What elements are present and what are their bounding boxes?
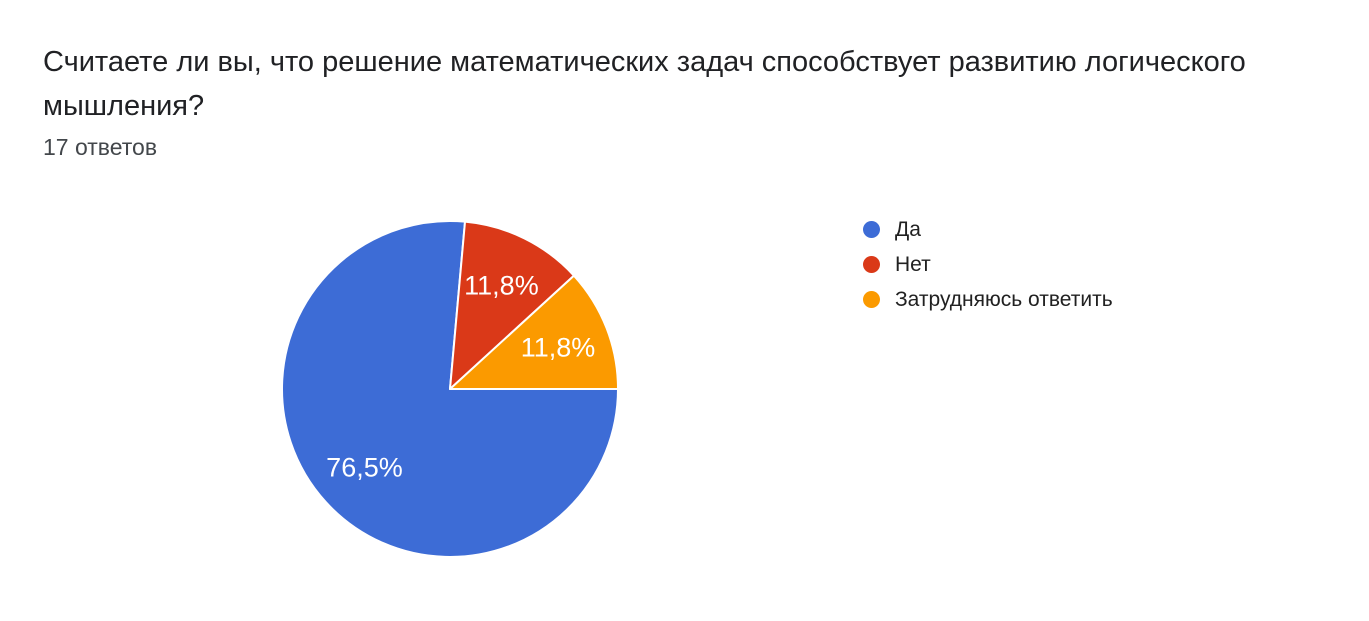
question-title-line-1: Считаете ли вы, что решение математическ… bbox=[43, 46, 1246, 78]
legend-swatch-icon bbox=[863, 291, 880, 308]
response-count: 17 ответов bbox=[43, 134, 158, 160]
legend-item-label: Нет bbox=[895, 252, 931, 276]
pie-chart: 76,5% 11,8% 11,8% bbox=[281, 220, 619, 558]
legend-item: Затрудняюсь ответить bbox=[863, 282, 1113, 317]
pie-slice-3[interactable] bbox=[449, 274, 619, 390]
legend-swatch-icon bbox=[863, 256, 880, 273]
pie-slice-label: 76,5% bbox=[326, 453, 403, 483]
pie-slice-label: 11,8% bbox=[521, 333, 596, 363]
legend: Да Нет Затрудняюсь ответить bbox=[863, 212, 1113, 317]
question-title-line-2: мышления? bbox=[43, 90, 205, 122]
legend-item-label: Да bbox=[895, 217, 921, 241]
pie-slice-2[interactable] bbox=[449, 220, 575, 390]
legend-item: Нет bbox=[863, 247, 1113, 282]
legend-item-label: Затрудняюсь ответить bbox=[895, 287, 1113, 311]
question-title: Считаете ли вы, что решение математическ… bbox=[43, 40, 1246, 128]
legend-swatch-icon bbox=[863, 221, 880, 238]
pie-slice-label: 11,8% bbox=[464, 271, 539, 301]
legend-item: Да bbox=[863, 212, 1113, 247]
